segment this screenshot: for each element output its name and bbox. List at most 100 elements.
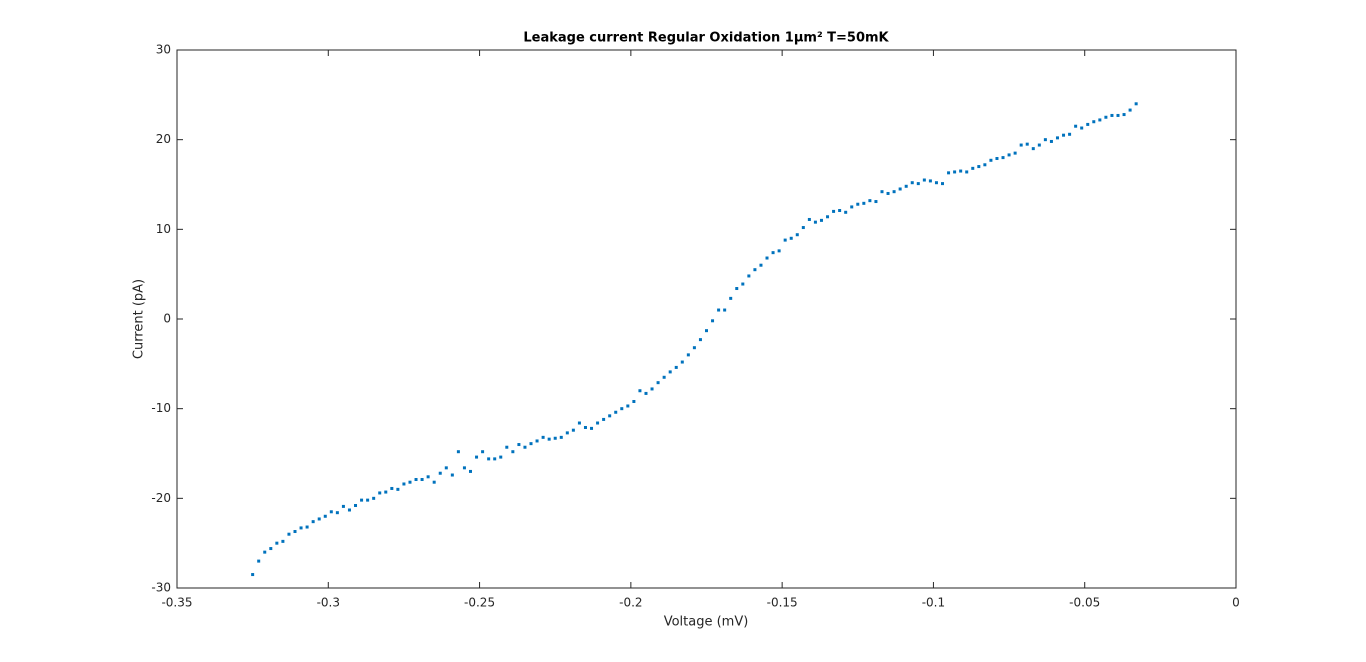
y-tick-label: 30 [156,43,171,57]
point [402,482,406,486]
point [590,426,594,430]
point [335,511,339,515]
point [1104,115,1108,119]
point [934,181,938,185]
point [741,282,745,286]
point [1080,126,1084,130]
point [523,445,527,449]
point [414,478,418,482]
point [856,202,860,206]
point [753,268,757,272]
point [311,520,315,524]
point [1110,113,1114,117]
point [426,475,430,479]
point [674,365,678,369]
point [1134,102,1138,106]
point [505,445,509,449]
x-tick-label: -0.05 [1069,596,1100,610]
point [626,404,630,408]
point [299,526,303,530]
point [662,375,666,379]
point [844,210,848,214]
y-tick-label: -20 [151,491,171,505]
point [656,381,660,385]
point [323,514,327,518]
point [868,199,872,203]
point [632,399,636,403]
x-tick-label: -0.35 [161,596,192,610]
point [644,391,648,395]
y-tick-label: -30 [151,581,171,595]
y-tick-label: 20 [156,132,171,146]
point [1068,132,1072,136]
point [650,387,654,391]
point [1049,139,1053,143]
point [408,480,412,484]
point [795,233,799,237]
point [1025,142,1029,146]
point [850,205,854,209]
point [989,158,993,162]
point [771,251,775,255]
point [801,226,805,230]
point [317,517,321,521]
y-axis-label: Current (pA) [132,279,147,359]
point [372,496,376,500]
point [396,487,400,491]
point [953,170,957,174]
point [826,215,830,219]
point [983,163,987,167]
point [571,428,575,432]
point [886,191,890,195]
point [1031,147,1035,151]
point [432,480,436,484]
point [1062,133,1066,137]
point [1055,136,1059,140]
point [257,559,261,563]
point [1092,120,1096,124]
point [444,466,448,470]
point [717,308,721,312]
point [723,308,727,312]
point [928,179,932,183]
point [475,455,479,459]
point [438,471,442,475]
point [263,550,267,554]
point [1019,143,1023,147]
x-tick-label: -0.25 [464,596,495,610]
y-tick-label: 10 [156,222,171,236]
point [462,466,466,470]
x-tick-label: -0.3 [317,596,340,610]
point [1098,118,1102,122]
point [608,414,612,418]
point [1001,156,1005,160]
x-axis-label: Voltage (mV) [664,615,749,630]
y-tick-label: -10 [151,401,171,415]
point [977,165,981,169]
point [354,504,358,508]
point [468,469,472,473]
point [783,238,787,242]
point [511,450,515,454]
point [971,166,975,170]
point [916,182,920,186]
point [1043,138,1047,142]
point [686,353,690,357]
point [892,190,896,194]
point [553,436,557,440]
point [378,491,382,495]
point [680,360,684,364]
point [517,443,521,447]
point [1013,151,1017,155]
point [481,450,485,454]
chart-title: Leakage current Regular Oxidation 1µm² T… [523,31,889,46]
point [813,220,817,224]
point [880,190,884,194]
point [499,455,503,459]
point [565,431,569,435]
point [705,329,708,333]
x-tick-label: -0.2 [619,596,642,610]
point [765,256,769,260]
point [819,218,823,222]
